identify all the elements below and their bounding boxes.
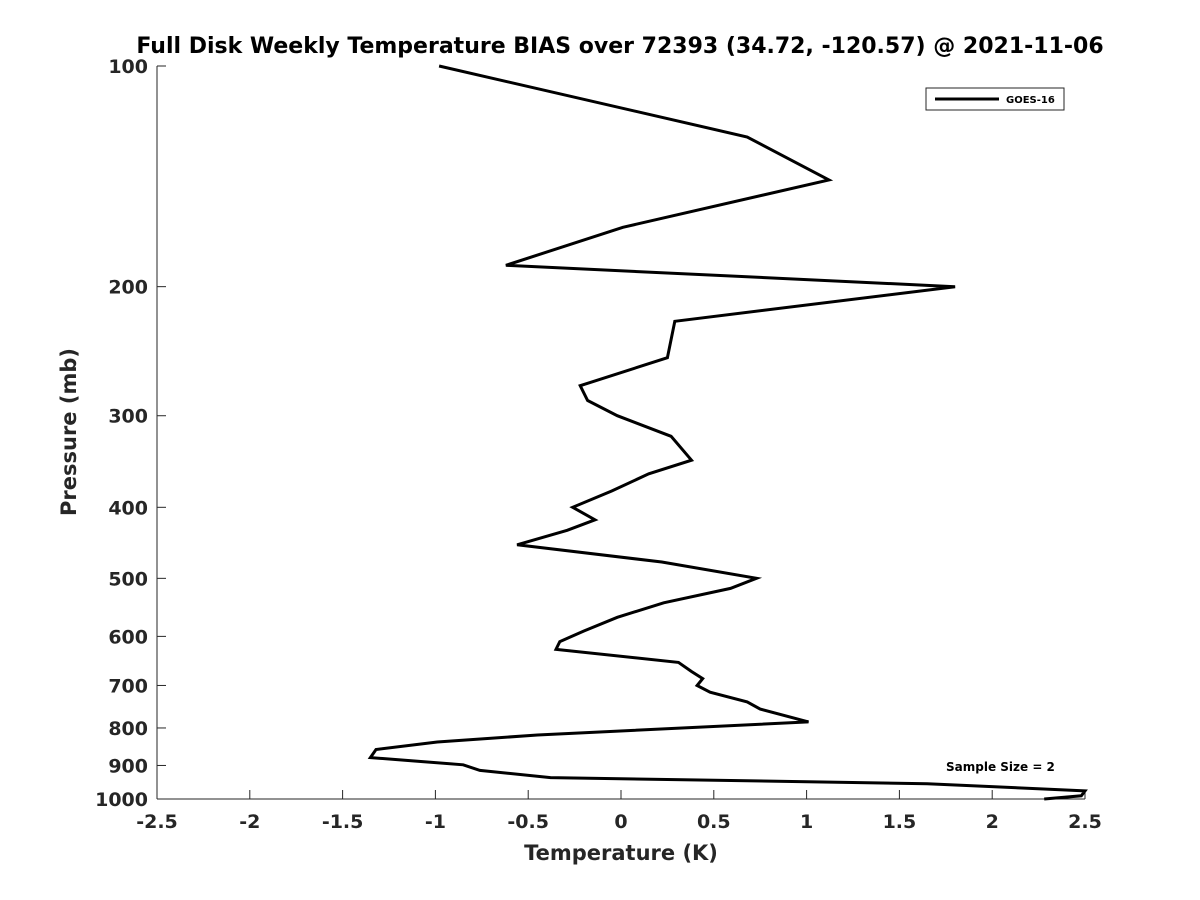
- sample-size-annotation: Sample Size = 2: [946, 760, 1055, 774]
- series-layer: [367, 64, 1088, 801]
- legend: GOES-16: [925, 87, 1065, 111]
- y-tick-label: 600: [108, 626, 148, 648]
- legend-label-goes-16: GOES-16: [1006, 95, 1055, 106]
- x-axis-label: Temperature (K): [524, 841, 718, 865]
- y-axis-ticks: 100 200 300 400 500 600 700 800 900 1000: [95, 56, 166, 811]
- y-tick-label: 900: [108, 755, 148, 777]
- x-tick-label: -0.5: [507, 811, 549, 833]
- y-tick-label: 1000: [95, 789, 148, 811]
- x-tick-label: -1: [425, 811, 446, 833]
- y-tick-label: 400: [108, 497, 148, 519]
- y-tick-label: 300: [108, 406, 148, 428]
- x-tick-label: 2.5: [1068, 811, 1102, 833]
- x-tick-label: -2: [239, 811, 260, 833]
- y-tick-label: 200: [108, 277, 148, 299]
- y-tick-label: 800: [108, 718, 148, 740]
- x-axis-ticks: -2.5 -2 -1.5 -1 -0.5 0 0.5 1 1.5 2 2.5: [136, 790, 1102, 833]
- x-tick-label: 1: [800, 811, 813, 833]
- x-tick-label: 0: [614, 811, 627, 833]
- chart-title: Full Disk Weekly Temperature BIAS over 7…: [136, 34, 1103, 59]
- x-tick-label: -1.5: [322, 811, 364, 833]
- series-line-goes-16: [367, 64, 1088, 801]
- y-tick-label: 100: [108, 56, 148, 78]
- x-tick-label: 0.5: [697, 811, 731, 833]
- y-axis-label: Pressure (mb): [57, 348, 81, 516]
- y-tick-label: 700: [108, 675, 148, 697]
- x-tick-label: -2.5: [136, 811, 178, 833]
- x-tick-label: 1.5: [883, 811, 917, 833]
- x-tick-label: 2: [986, 811, 999, 833]
- y-tick-label: 500: [108, 568, 148, 590]
